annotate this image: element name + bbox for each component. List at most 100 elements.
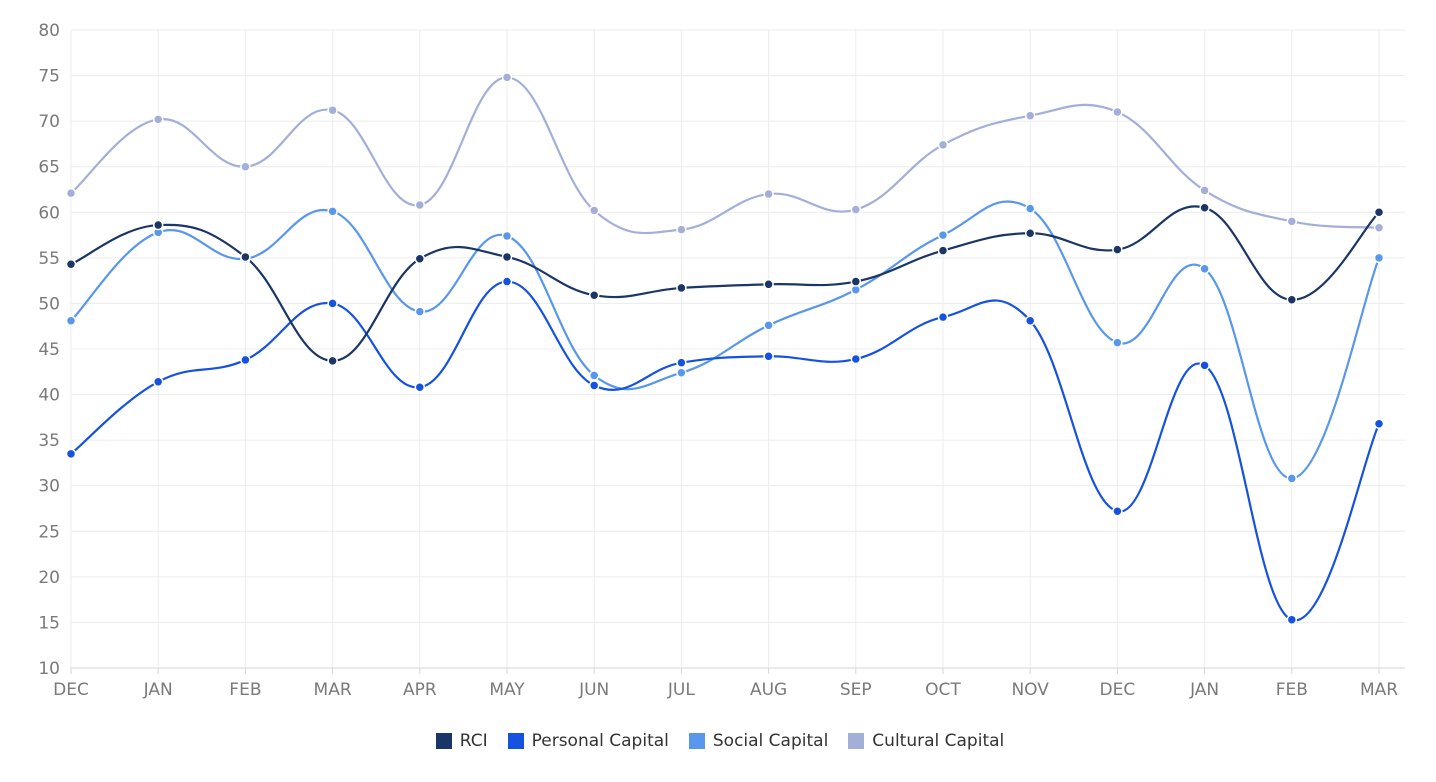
y-tick-label: 10: [38, 659, 60, 679]
y-tick-label: 55: [38, 249, 60, 269]
data-point-rci[interactable]: [937, 245, 949, 256]
x-tick-label: DEC: [53, 680, 89, 700]
legend-label: RCI: [459, 731, 488, 751]
legend-item-rci[interactable]: RCI: [435, 731, 488, 751]
data-point-cultural-capital[interactable]: [588, 205, 600, 216]
y-tick-label: 70: [38, 112, 60, 132]
data-point-rci[interactable]: [1112, 244, 1123, 255]
y-tick-label: 35: [38, 431, 60, 451]
data-point-personal-capital[interactable]: [1112, 505, 1123, 517]
x-tick-label: MAR: [314, 680, 352, 700]
data-point-personal-capital[interactable]: [65, 448, 77, 460]
data-point-personal-capital[interactable]: [676, 357, 687, 368]
data-point-personal-capital[interactable]: [152, 376, 164, 388]
x-tick-label: MAY: [489, 680, 525, 700]
data-point-cultural-capital[interactable]: [1373, 222, 1385, 234]
data-point-personal-capital[interactable]: [588, 380, 600, 391]
legend-item-cultural-capital[interactable]: Cultural Capital: [848, 731, 1004, 751]
data-point-rci[interactable]: [1199, 202, 1210, 213]
data-point-cultural-capital[interactable]: [501, 72, 513, 83]
data-point-rci[interactable]: [152, 219, 164, 231]
x-tick-label: JUN: [578, 680, 609, 700]
data-point-rci[interactable]: [850, 276, 862, 287]
data-point-rci[interactable]: [763, 279, 774, 290]
data-point-personal-capital[interactable]: [1199, 360, 1210, 371]
data-point-personal-capital[interactable]: [1024, 315, 1036, 326]
data-point-rci[interactable]: [327, 355, 338, 367]
legend-swatch: [507, 733, 524, 749]
data-point-social-capital[interactable]: [1112, 337, 1123, 348]
data-point-personal-capital[interactable]: [1286, 614, 1298, 625]
data-point-cultural-capital[interactable]: [240, 161, 251, 172]
data-point-cultural-capital[interactable]: [414, 199, 426, 211]
data-point-rci[interactable]: [240, 251, 251, 263]
y-tick-label: 60: [38, 203, 60, 223]
data-point-social-capital[interactable]: [588, 370, 600, 381]
x-tick-label: MAR: [1360, 680, 1398, 700]
data-point-cultural-capital[interactable]: [850, 204, 862, 215]
legend-label: Cultural Capital: [872, 731, 1005, 751]
data-point-cultural-capital[interactable]: [1286, 216, 1298, 227]
x-tick-label: FEB: [1276, 680, 1308, 700]
data-point-cultural-capital[interactable]: [937, 139, 949, 151]
y-tick-label: 30: [38, 477, 60, 497]
data-point-personal-capital[interactable]: [763, 351, 774, 362]
data-point-cultural-capital[interactable]: [327, 104, 338, 116]
data-points: [65, 72, 1385, 625]
data-point-rci[interactable]: [414, 253, 426, 265]
series-line-personal-capital: [70, 280, 1381, 621]
x-axis-ticks: DEC JAN FEB MAR APR MAY JUN JUL AUG SEP OCT NOV DEC J…: [53, 680, 1398, 700]
data-point-cultural-capital[interactable]: [152, 114, 164, 125]
data-point-cultural-capital[interactable]: [65, 187, 77, 199]
axes: [70, 667, 1405, 674]
data-point-personal-capital[interactable]: [414, 382, 426, 393]
y-tick-label: 20: [38, 568, 60, 588]
data-point-rci[interactable]: [676, 282, 687, 294]
data-point-social-capital[interactable]: [1286, 473, 1298, 484]
x-tick-label: AUG: [750, 680, 787, 700]
data-point-social-capital[interactable]: [65, 315, 77, 326]
legend-item-personal-capital[interactable]: Personal Capital: [507, 731, 669, 751]
data-point-social-capital[interactable]: [763, 320, 774, 331]
y-tick-label: 25: [38, 522, 60, 542]
data-point-cultural-capital[interactable]: [1199, 185, 1210, 196]
data-point-rci[interactable]: [501, 251, 513, 263]
legend-swatch: [848, 733, 865, 749]
y-tick-label: 15: [38, 613, 60, 633]
data-point-social-capital[interactable]: [1199, 263, 1210, 275]
x-tick-label: OCT: [925, 680, 961, 700]
data-point-personal-capital[interactable]: [240, 354, 251, 366]
data-point-personal-capital[interactable]: [1373, 418, 1385, 429]
data-point-cultural-capital[interactable]: [763, 188, 774, 200]
data-point-social-capital[interactable]: [1373, 252, 1385, 264]
data-point-rci[interactable]: [1024, 227, 1036, 239]
y-axis-ticks: 10 15 20 25 30 35 40 45 50 55 60 65 70 75 80: [38, 21, 60, 679]
x-tick-label: JAN: [1189, 680, 1219, 700]
y-tick-label: 50: [38, 294, 60, 314]
x-tick-label: FEB: [229, 680, 261, 700]
x-tick-label: JUL: [667, 680, 695, 700]
data-point-rci[interactable]: [1373, 207, 1385, 218]
y-tick-label: 65: [38, 158, 60, 178]
data-point-social-capital[interactable]: [676, 367, 687, 378]
data-point-personal-capital[interactable]: [327, 298, 338, 309]
data-point-rci[interactable]: [65, 258, 77, 270]
legend: RCI Personal Capital Social Capital Cultura…: [0, 731, 1436, 751]
series-line-rci: [70, 205, 1380, 362]
data-point-social-capital[interactable]: [937, 229, 949, 241]
data-point-social-capital[interactable]: [414, 306, 426, 317]
data-point-cultural-capital[interactable]: [676, 224, 687, 235]
data-point-personal-capital[interactable]: [850, 353, 862, 365]
legend-item-social-capital[interactable]: Social Capital: [688, 731, 828, 751]
data-point-social-capital[interactable]: [501, 230, 513, 242]
data-point-social-capital[interactable]: [327, 206, 338, 217]
data-point-cultural-capital[interactable]: [1112, 106, 1123, 118]
data-point-personal-capital[interactable]: [937, 311, 949, 323]
data-point-cultural-capital[interactable]: [1024, 110, 1036, 121]
series-line-social-capital: [70, 200, 1381, 480]
y-tick-label: 75: [38, 67, 60, 87]
data-point-social-capital[interactable]: [1024, 203, 1036, 214]
data-point-rci[interactable]: [1286, 294, 1298, 306]
data-point-personal-capital[interactable]: [501, 276, 513, 287]
data-point-rci[interactable]: [588, 289, 600, 301]
